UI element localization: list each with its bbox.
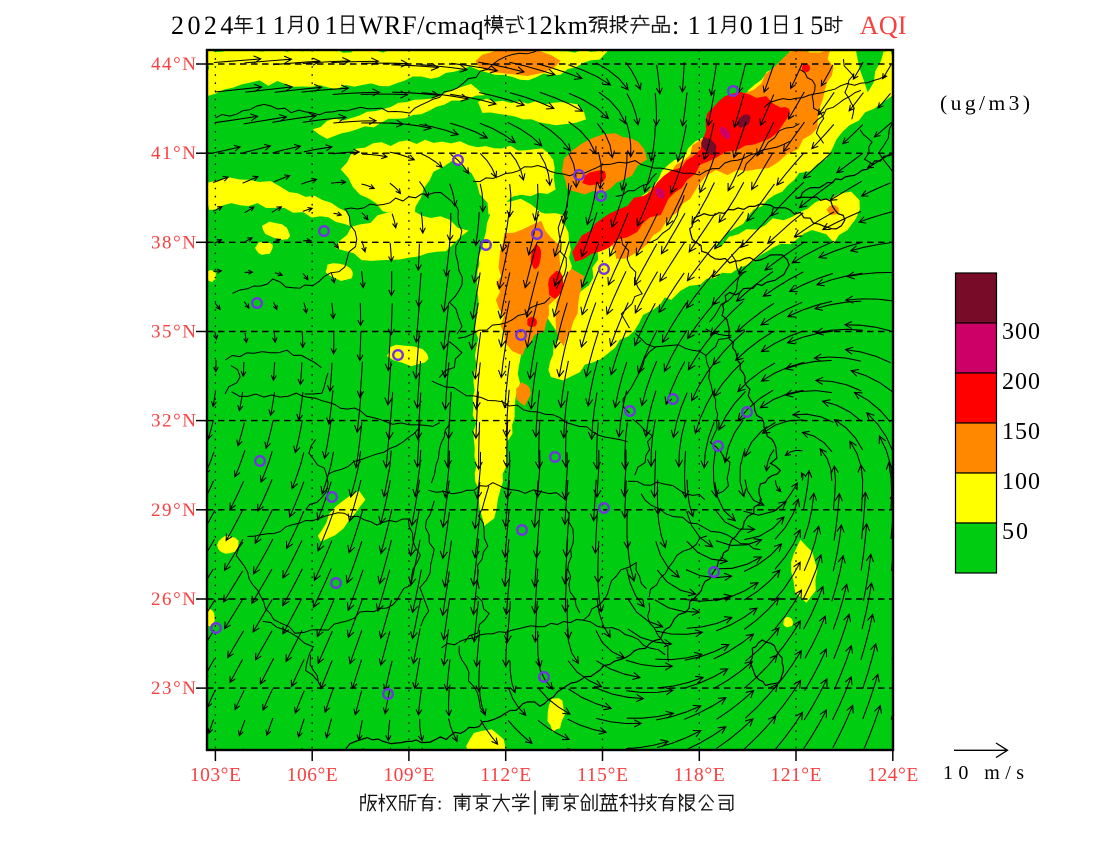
svg-text:103°E: 103°E [190,765,241,786]
svg-text:38°N: 38°N [151,232,196,253]
svg-text:44°N: 44°N [151,54,196,75]
svg-text:109°E: 109°E [383,765,434,786]
svg-text:12km: 12km [526,11,588,40]
svg-text:29°N: 29°N [151,500,196,521]
svg-text:106°E: 106°E [287,765,338,786]
svg-text:121°E: 121°E [771,765,822,786]
svg-text:200: 200 [1002,369,1040,395]
svg-text:35°N: 35°N [151,322,196,343]
svg-text:100: 100 [1002,469,1040,495]
svg-text:41°N: 41°N [151,143,196,164]
svg-text:300: 300 [1002,319,1040,345]
svg-text:124°E: 124°E [867,765,918,786]
svg-text:115°E: 115°E [577,765,628,786]
svg-text:26°N: 26°N [151,589,196,610]
svg-text:23°N: 23°N [151,678,196,699]
svg-text::: : [672,11,679,40]
svg-text:150: 150 [1002,419,1040,445]
svg-text:AQI: AQI [860,11,907,40]
svg-text::: : [437,794,442,815]
svg-text:118°E: 118°E [674,765,725,786]
svg-text:WRF/cmaq: WRF/cmaq [359,11,484,40]
svg-text:112°E: 112°E [480,765,531,786]
svg-text:32°N: 32°N [151,411,196,432]
